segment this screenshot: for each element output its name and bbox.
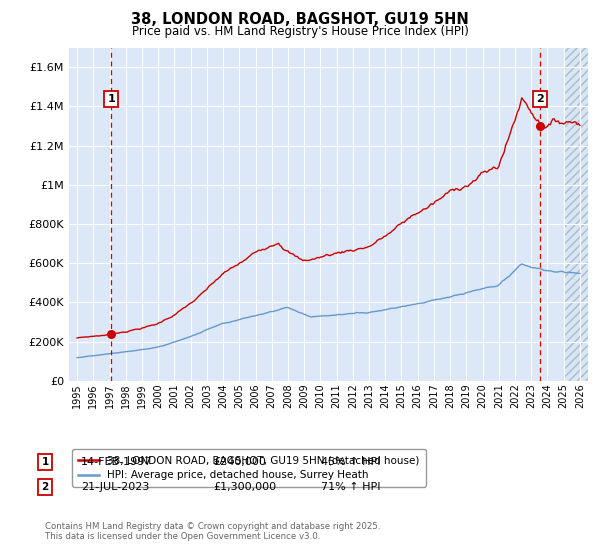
Text: Price paid vs. HM Land Registry's House Price Index (HPI): Price paid vs. HM Land Registry's House …	[131, 25, 469, 38]
Text: 14-FEB-1997: 14-FEB-1997	[81, 457, 152, 467]
Text: 2: 2	[41, 482, 49, 492]
Bar	[563, 48, 588, 381]
Text: 1: 1	[107, 94, 115, 104]
Bar	[563, 48, 588, 381]
Text: Contains HM Land Registry data © Crown copyright and database right 2025.
This d: Contains HM Land Registry data © Crown c…	[45, 522, 380, 542]
Text: 2: 2	[536, 94, 544, 104]
Text: £1,300,000: £1,300,000	[213, 482, 276, 492]
Text: 38, LONDON ROAD, BAGSHOT, GU19 5HN: 38, LONDON ROAD, BAGSHOT, GU19 5HN	[131, 12, 469, 27]
Text: 1: 1	[41, 457, 49, 467]
Text: 21-JUL-2023: 21-JUL-2023	[81, 482, 149, 492]
Text: 71% ↑ HPI: 71% ↑ HPI	[321, 482, 380, 492]
Legend: 38, LONDON ROAD, BAGSHOT, GU19 5HN (detached house), HPI: Average price, detache: 38, LONDON ROAD, BAGSHOT, GU19 5HN (deta…	[71, 449, 425, 487]
Text: 45% ↑ HPI: 45% ↑ HPI	[321, 457, 380, 467]
Text: £240,000: £240,000	[213, 457, 266, 467]
